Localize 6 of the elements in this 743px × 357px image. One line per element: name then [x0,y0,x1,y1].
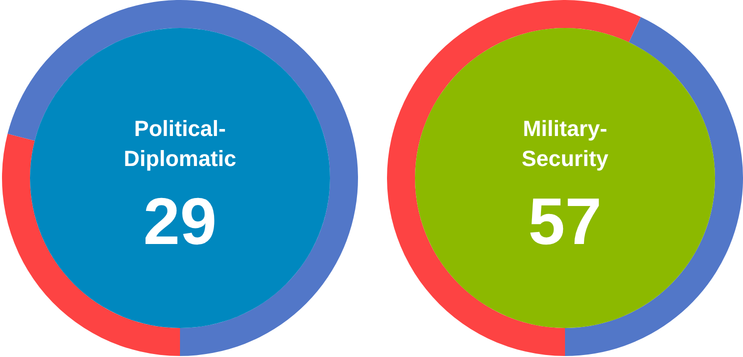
text: Military-Security [522,116,610,171]
data-label: 57 [528,184,602,258]
donut-slice [8,0,358,356]
data-label: 29 [143,184,217,258]
donut-slice [387,0,641,356]
text: Political-Diplomatic [124,116,236,171]
